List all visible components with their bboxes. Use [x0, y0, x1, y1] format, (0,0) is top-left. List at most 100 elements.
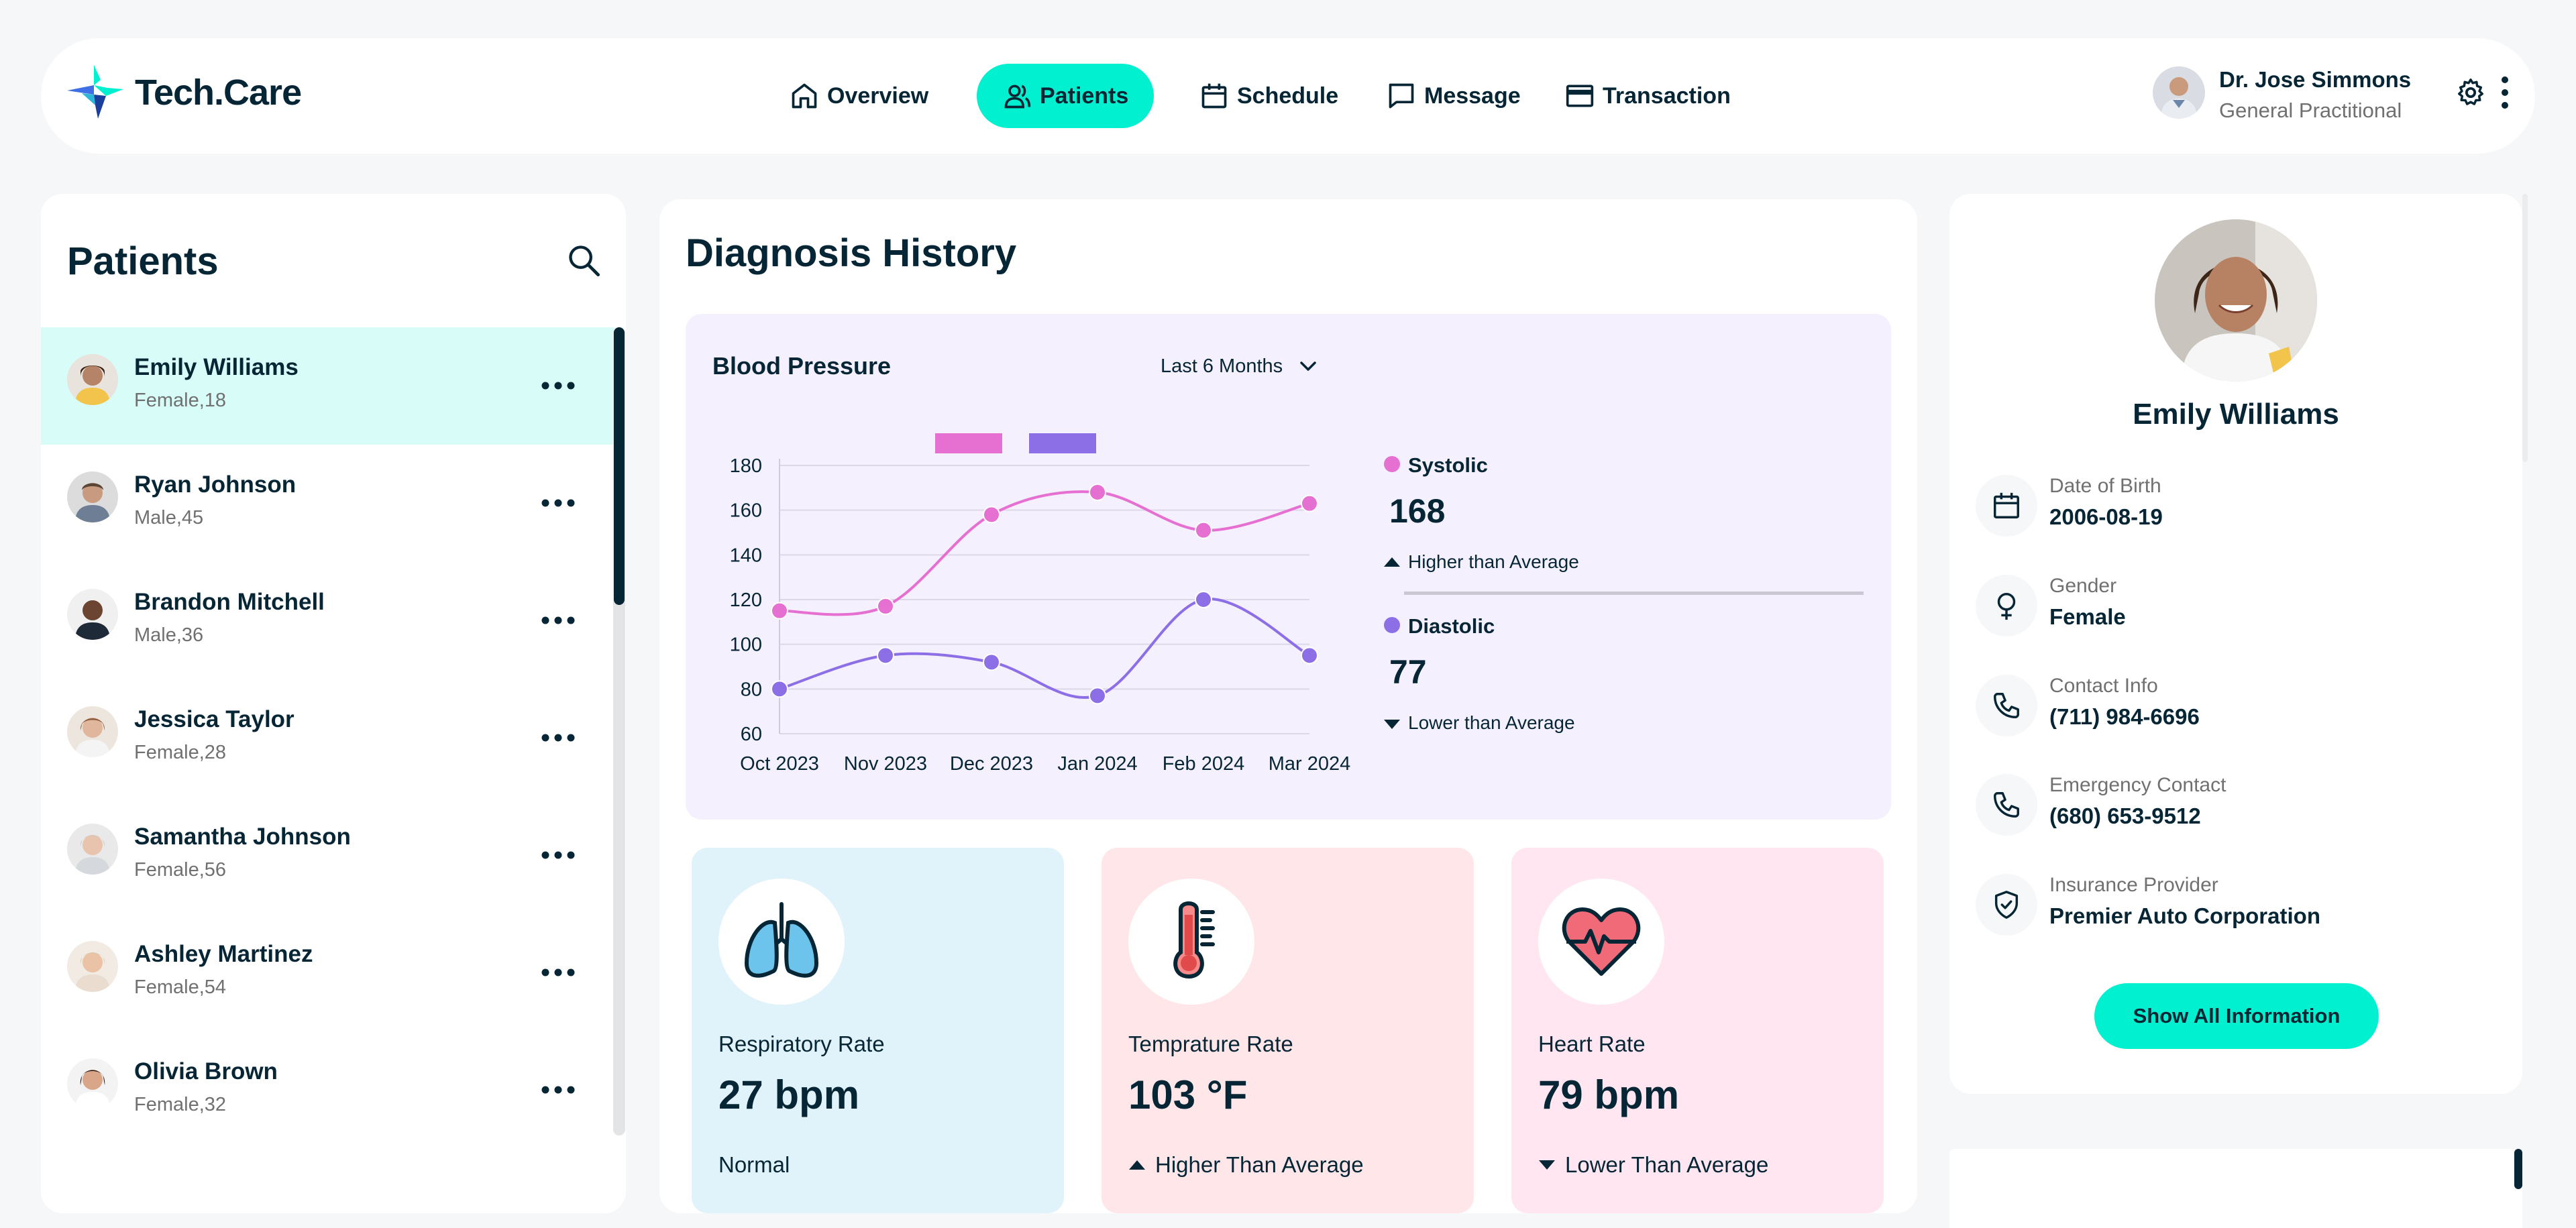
diastolic-point: [1089, 687, 1106, 705]
calendar-icon: [1994, 492, 2019, 518]
patient-list: Emily Williams Female,18 Ryan Johnson Ma…: [41, 327, 614, 1135]
doctor-role: General Practitional: [2219, 99, 2402, 122]
x-tick-label: Oct 2023: [740, 753, 819, 775]
list-item[interactable]: Ashley Martinez Female,54: [41, 914, 614, 1031]
patient-info: Female,18: [134, 390, 227, 411]
x-tick-label: Jan 2024: [1057, 753, 1137, 775]
systolic-point: [771, 602, 788, 620]
more-horizontal-icon[interactable]: [541, 968, 576, 977]
avatar: [67, 471, 118, 522]
systolic-note: Higher than Average: [1408, 551, 1579, 572]
blood-pressure-card: [686, 314, 1891, 820]
insurance-label: Insurance Provider: [2049, 874, 2218, 896]
patient-name: Olivia Brown: [134, 1058, 278, 1084]
more-horizontal-icon[interactable]: [541, 850, 576, 860]
systolic-point: [1195, 521, 1212, 539]
chevron-down-icon[interactable]: [1298, 359, 1318, 374]
systolic-point: [877, 598, 894, 615]
phone-icon-circle: [1976, 675, 2037, 736]
doctor-avatar[interactable]: [2153, 66, 2205, 119]
calendar-icon: [1201, 83, 1227, 109]
diastolic-value: 77: [1389, 653, 1427, 691]
list-item[interactable]: Brandon Mitchell Male,36: [41, 562, 614, 679]
show-all-information-button[interactable]: Show All Information: [2094, 983, 2379, 1049]
avatar: [67, 1058, 118, 1109]
systolic-legend-dot: [1384, 456, 1400, 472]
insurance-value: Premier Auto Corporation: [2049, 903, 2320, 928]
contact-value: (711) 984-6696: [2049, 704, 2200, 729]
patient-name: Jessica Taylor: [134, 706, 294, 732]
contact-label: Contact Info: [2049, 675, 2158, 697]
profile-photo: [2155, 219, 2317, 382]
patient-name: Ryan Johnson: [134, 471, 297, 498]
heart-rate-card: Heart Rate 79 bpm Lower Than Average: [1511, 848, 1884, 1213]
legend-divider: [1404, 592, 1864, 595]
avatar: [67, 589, 118, 640]
list-item[interactable]: Ryan Johnson Male,45: [41, 445, 614, 562]
more-horizontal-icon[interactable]: [541, 616, 576, 625]
emergency-label: Emergency Contact: [2049, 774, 2226, 796]
patient-list-scroll-thumb[interactable]: [614, 327, 625, 605]
diastolic-point: [771, 680, 788, 698]
diastolic-point: [877, 647, 894, 665]
doctor-name: Dr. Jose Simmons: [2219, 67, 2412, 92]
x-tick-label: Feb 2024: [1163, 753, 1245, 775]
more-vertical-icon[interactable]: [2500, 76, 2510, 109]
list-item[interactable]: Olivia Brown Female,32: [41, 1031, 614, 1135]
emergency-row: Emergency Contact (680) 653-9512: [1976, 769, 2499, 836]
systolic-point: [983, 506, 1000, 524]
nav-schedule[interactable]: Schedule: [1199, 64, 1338, 128]
nav-patients-label: Patients: [1040, 82, 1129, 109]
y-tick-label: 60: [741, 724, 762, 745]
nav-overview[interactable]: Overview: [790, 64, 928, 128]
gear-icon[interactable]: [2455, 77, 2486, 108]
profile-scrollbar[interactable]: [2522, 194, 2528, 462]
dob-value: 2006-08-19: [2049, 504, 2163, 529]
diagnosis-title: Diagnosis History: [686, 231, 1017, 275]
female-icon-circle: [1976, 575, 2037, 636]
list-item[interactable]: Emily Williams Female,18: [41, 327, 614, 445]
arrow-down-icon: [1539, 1160, 1555, 1170]
search-icon[interactable]: [566, 243, 601, 278]
more-horizontal-icon[interactable]: [541, 1085, 576, 1095]
temperature-rate-card: Temprature Rate 103 °F Higher Than Avera…: [1102, 848, 1474, 1213]
list-item[interactable]: Jessica Taylor Female,28: [41, 679, 614, 797]
patient-info: Female,28: [134, 742, 227, 763]
vital-value: 103 °F: [1128, 1072, 1248, 1117]
blood-pressure-chart: 60 80 100 120 140 160 180 Oct 2023 Nov 2023 Dec 2…: [730, 433, 1350, 775]
users-icon: [1004, 85, 1031, 109]
thermometer-icon-circle: [1128, 879, 1254, 1005]
dob-row: Date of Birth 2006-08-19: [1976, 469, 2499, 537]
y-tick-label: 180: [730, 455, 762, 477]
arrow-up-icon: [1384, 557, 1400, 567]
x-tick-label: Nov 2023: [844, 753, 927, 775]
nav-message[interactable]: Message: [1387, 64, 1521, 128]
patient-info: Male,36: [134, 624, 204, 646]
nav-transaction[interactable]: Transaction: [1565, 64, 1731, 128]
nav-overview-label: Overview: [827, 82, 929, 109]
respiratory-rate-card: Respiratory Rate 27 bpm Normal: [692, 848, 1064, 1213]
list-item[interactable]: Samantha Johnson Female,56: [41, 797, 614, 914]
more-horizontal-icon[interactable]: [541, 381, 576, 390]
nav-patients[interactable]: Patients: [977, 64, 1155, 128]
vital-note-text: Lower Than Average: [1565, 1152, 1769, 1177]
nav-schedule-label: Schedule: [1237, 82, 1339, 109]
gender-value: Female: [2049, 604, 2126, 629]
patient-info: Female,32: [134, 1094, 227, 1115]
more-horizontal-icon[interactable]: [541, 498, 576, 508]
heart-icon: [1562, 907, 1641, 976]
brand-name[interactable]: Tech.Care: [135, 72, 302, 113]
gender-row: Gender Female: [1976, 569, 2499, 636]
lab-results-scroll-thumb[interactable]: [2514, 1149, 2522, 1189]
y-tick-label: 140: [730, 545, 762, 566]
range-select-label[interactable]: Last 6 Months: [1161, 355, 1283, 377]
diastolic-point: [983, 653, 1000, 671]
legend-swatch-systolic: [935, 433, 1002, 453]
nav-message-label: Message: [1424, 82, 1521, 109]
y-tick-label: 100: [730, 634, 762, 656]
vital-label: Temprature Rate: [1128, 1031, 1293, 1056]
more-horizontal-icon[interactable]: [541, 733, 576, 742]
home-icon: [792, 83, 817, 109]
nav-transaction-label: Transaction: [1603, 82, 1731, 109]
heart-icon-circle: [1538, 879, 1664, 1005]
